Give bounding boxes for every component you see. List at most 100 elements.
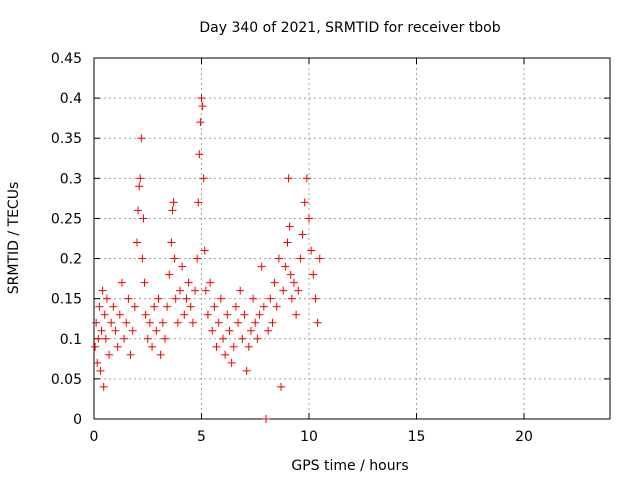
data-point (268, 319, 276, 327)
data-point (286, 222, 294, 230)
data-point (251, 319, 259, 327)
data-point (243, 367, 251, 375)
data-point (225, 327, 233, 335)
data-point (99, 287, 107, 295)
data-point (95, 303, 103, 311)
data-point (129, 327, 137, 335)
data-point (150, 303, 158, 311)
data-point (174, 319, 182, 327)
data-point (176, 287, 184, 295)
data-point (107, 319, 115, 327)
data-point (234, 319, 242, 327)
data-point (210, 303, 218, 311)
data-point (266, 295, 274, 303)
data-point (139, 214, 147, 222)
grid (94, 58, 610, 419)
data-point (200, 174, 208, 182)
data-point (155, 295, 163, 303)
y-tick-label: 0.3 (60, 171, 82, 187)
data-point (191, 287, 199, 295)
data-point (94, 335, 102, 343)
data-point (253, 335, 261, 343)
data-point (135, 182, 143, 190)
data-point (228, 359, 236, 367)
data-point (219, 335, 227, 343)
data-point (241, 311, 249, 319)
y-tick-label: 0 (73, 412, 82, 428)
data-point (199, 102, 207, 110)
x-tick-label: 0 (90, 429, 99, 445)
data-point (301, 198, 309, 206)
data-point (180, 311, 188, 319)
data-point (187, 303, 195, 311)
data-point (258, 263, 266, 271)
data-point (189, 319, 197, 327)
y-tick-label: 0.35 (51, 131, 82, 147)
data-point (290, 279, 298, 287)
data-point (116, 311, 124, 319)
data-point (287, 271, 295, 279)
data-point (271, 279, 279, 287)
data-point (163, 303, 171, 311)
data-point (133, 239, 141, 247)
data-point (165, 271, 173, 279)
data-point (292, 311, 300, 319)
data-point (161, 335, 169, 343)
data-point (92, 319, 100, 327)
data-point (148, 343, 156, 351)
data-point (245, 343, 253, 351)
data-point (204, 311, 212, 319)
data-point (288, 295, 296, 303)
data-point (178, 263, 186, 271)
data-point (96, 367, 104, 375)
data-point (196, 118, 204, 126)
data-point (262, 415, 270, 423)
data-point (213, 343, 221, 351)
y-tick-label: 0.25 (51, 211, 82, 227)
data-point (172, 295, 180, 303)
data-point (256, 311, 264, 319)
data-point (105, 351, 113, 359)
data-point (307, 247, 315, 255)
data-point (236, 287, 244, 295)
data-point (131, 303, 139, 311)
y-tick-label: 0.1 (60, 332, 82, 348)
data-point (100, 383, 108, 391)
data-point (114, 343, 122, 351)
data-point (98, 327, 106, 335)
data-point (260, 303, 268, 311)
data-point (137, 134, 145, 142)
scatter-chart: 00.050.10.150.20.250.30.350.40.450 5 10 15 2… (0, 0, 640, 480)
data-point (109, 303, 117, 311)
y-axis-title: SRMTID / TECUs (6, 182, 22, 295)
data-point (273, 303, 281, 311)
data-point (309, 271, 317, 279)
plot-frame (94, 58, 610, 419)
data-point (168, 206, 176, 214)
y-tick-label: 0.2 (60, 252, 82, 268)
data-point (303, 174, 311, 182)
data-point (112, 327, 120, 335)
data-point (144, 335, 152, 343)
data-point (195, 150, 203, 158)
data-point (134, 206, 142, 214)
data-point (142, 311, 150, 319)
data-point (316, 255, 324, 263)
data-point (279, 287, 287, 295)
data-point (277, 383, 285, 391)
axis-ticks: 0 0.05 0.1 0.15 0.2 0.25 0.3 0.35 0.4 0.45 0 5 10 15 2… (51, 51, 610, 445)
data-point (285, 174, 293, 182)
data-point (311, 295, 319, 303)
data-point (275, 255, 283, 263)
data-point (221, 351, 229, 359)
y-tick-label: 0.45 (51, 51, 82, 67)
data-point (103, 295, 111, 303)
data-point (152, 327, 160, 335)
data-point (138, 255, 146, 263)
data-point (206, 279, 214, 287)
data-point (281, 263, 289, 271)
data-point (193, 255, 201, 263)
data-point (314, 319, 322, 327)
data-point (157, 351, 165, 359)
x-axis-title: GPS time / hours (291, 458, 408, 474)
